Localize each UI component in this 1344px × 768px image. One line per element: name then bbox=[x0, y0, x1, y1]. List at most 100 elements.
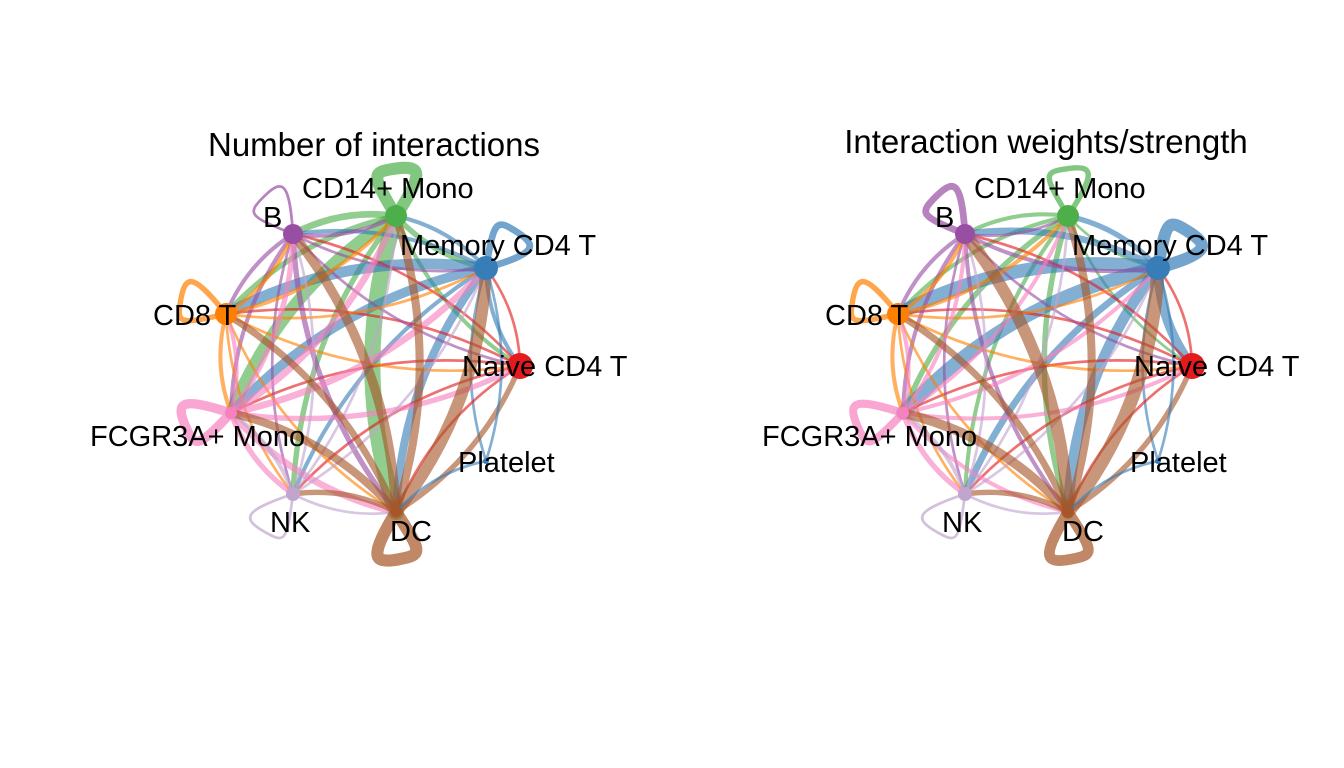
node-label-dc: DC bbox=[1062, 516, 1104, 548]
edge-fcgr-to-nk bbox=[900, 410, 968, 497]
node-cd14 bbox=[385, 205, 407, 227]
edge-nk-to-dc bbox=[291, 492, 398, 515]
loop-dc bbox=[1044, 509, 1094, 566]
node-memory bbox=[1146, 256, 1170, 280]
node-labels: Naive CD4 T Memory CD4 T CD14+ Mono B CD8 T F… bbox=[762, 173, 1300, 548]
edge-dc-to-cd8 bbox=[894, 310, 1072, 516]
edge-cd14-to-nk bbox=[290, 213, 399, 497]
node-cd8 bbox=[887, 303, 909, 325]
loop-cd14 bbox=[1046, 165, 1091, 218]
node-label-dc: DC bbox=[390, 516, 432, 548]
edge-nk-to-memory bbox=[291, 266, 488, 496]
edge-dc-to-nk bbox=[962, 489, 1071, 515]
loop-memory bbox=[1152, 218, 1208, 274]
node-label-nk: NK bbox=[942, 507, 983, 539]
node-dc bbox=[1063, 507, 1073, 517]
loop-cd14 bbox=[371, 161, 423, 220]
node-label-memory: Memory CD4 T bbox=[400, 230, 596, 262]
edge-b-to-cd8 bbox=[895, 231, 968, 317]
edge-platelet-to-dc bbox=[1066, 459, 1160, 514]
node-label-fcgr: FCGR3A+ Mono bbox=[762, 421, 977, 453]
panel-title: Number of interactions bbox=[208, 126, 540, 163]
edge-memory-to-b bbox=[961, 227, 1162, 272]
node-fcgr bbox=[897, 407, 909, 419]
node-b bbox=[283, 224, 303, 244]
loop-nk bbox=[248, 492, 295, 540]
loop-nk bbox=[920, 492, 967, 540]
node-naive bbox=[507, 353, 533, 379]
edge-platelet-to-memory bbox=[1156, 266, 1175, 463]
node-fcgr bbox=[225, 407, 237, 419]
edge-nk-to-memory bbox=[963, 266, 1160, 496]
edge-dc-to-b bbox=[958, 227, 1075, 519]
edge-fcgr-to-cd14 bbox=[900, 213, 1071, 416]
edge-naive-to-cd8 bbox=[896, 307, 1194, 368]
edge-b-to-fcgr bbox=[900, 231, 968, 416]
edge-platelet-to-dc bbox=[394, 459, 488, 514]
node-label-cd8: CD8 T bbox=[825, 300, 909, 332]
loop-fcgr bbox=[849, 399, 906, 446]
edge-b-to-memory bbox=[962, 231, 1161, 274]
node-memory bbox=[474, 256, 498, 280]
edge-dc-to-nk bbox=[290, 489, 399, 515]
edge-nk-to-b bbox=[963, 232, 988, 496]
edge-dc-to-cd8 bbox=[222, 310, 400, 516]
edge-memory-to-cd8 bbox=[220, 258, 492, 320]
edge-platelet-to-memory bbox=[484, 266, 503, 463]
edge-nk-to-dc bbox=[963, 492, 1070, 515]
panel-number-of-interactions: Number of interactions Naive CD4 T Memory… bbox=[90, 126, 628, 567]
edge-dc-to-memory bbox=[389, 261, 493, 519]
edge-nk-to-fcgr bbox=[228, 410, 296, 497]
edge-fcgr-to-b bbox=[900, 231, 968, 416]
node-platelet bbox=[483, 458, 489, 464]
edge-dc-to-fcgr bbox=[898, 408, 1073, 517]
edge-b-to-fcgr bbox=[228, 231, 296, 416]
node-naive bbox=[1179, 353, 1205, 379]
edge-b-to-cd14 bbox=[963, 214, 1070, 237]
node-label-memory: Memory CD4 T bbox=[1072, 230, 1268, 262]
edge-naive-to-b bbox=[291, 232, 522, 368]
edge-b-to-cd8 bbox=[223, 231, 296, 317]
loop-b bbox=[922, 183, 969, 238]
edge-fcgr-to-b bbox=[228, 231, 296, 416]
edge-cd8-to-b bbox=[223, 231, 296, 317]
edge-cd8-to-b bbox=[895, 231, 968, 317]
edge-cd14-to-nk bbox=[962, 213, 1071, 497]
loop-dc bbox=[371, 508, 423, 567]
edge-dc-to-naive bbox=[1065, 363, 1195, 515]
node-cd8 bbox=[215, 303, 237, 325]
node-label-b: B bbox=[263, 202, 282, 234]
node-label-b: B bbox=[935, 202, 954, 234]
node-label-cd14: CD14+ Mono bbox=[302, 173, 474, 205]
edge-cd14-to-b bbox=[962, 212, 1071, 237]
edge-fcgr-to-nk bbox=[228, 410, 296, 497]
node-dc bbox=[391, 507, 401, 517]
node-nk bbox=[958, 487, 972, 501]
edge-b-to-dc bbox=[962, 231, 1071, 515]
node-label-cd14: CD14+ Mono bbox=[974, 173, 1146, 205]
panel-title: Interaction weights/strength bbox=[844, 123, 1248, 160]
node-platelet bbox=[1155, 458, 1161, 464]
node-labels: Naive CD4 T Memory CD4 T CD14+ Mono B CD8 T F… bbox=[90, 173, 628, 548]
edges bbox=[176, 161, 534, 567]
node-cd14 bbox=[1057, 205, 1079, 227]
node-label-platelet: Platelet bbox=[1130, 447, 1227, 479]
edge-cd8-to-memory bbox=[224, 266, 488, 320]
edge-cd8-to-dc bbox=[896, 312, 1070, 514]
node-label-platelet: Platelet bbox=[458, 447, 555, 479]
edge-fcgr-to-cd14 bbox=[227, 212, 400, 417]
loop-cd8 bbox=[176, 279, 229, 324]
edge-naive-to-b bbox=[963, 232, 1194, 368]
nodes bbox=[887, 205, 1205, 517]
edge-nk-to-b bbox=[291, 232, 316, 496]
node-nk bbox=[286, 487, 300, 501]
edge-memory-to-cd8 bbox=[891, 257, 1165, 321]
edge-b-to-naive bbox=[291, 232, 522, 368]
edge-dc-to-cd14 bbox=[391, 211, 424, 517]
edge-dc-to-memory bbox=[1061, 261, 1165, 519]
edges bbox=[848, 165, 1208, 566]
node-label-naive: Naive CD4 T bbox=[1134, 351, 1300, 383]
edge-cd8-to-memory bbox=[896, 266, 1160, 320]
edge-dc-to-cd14 bbox=[1063, 211, 1096, 517]
